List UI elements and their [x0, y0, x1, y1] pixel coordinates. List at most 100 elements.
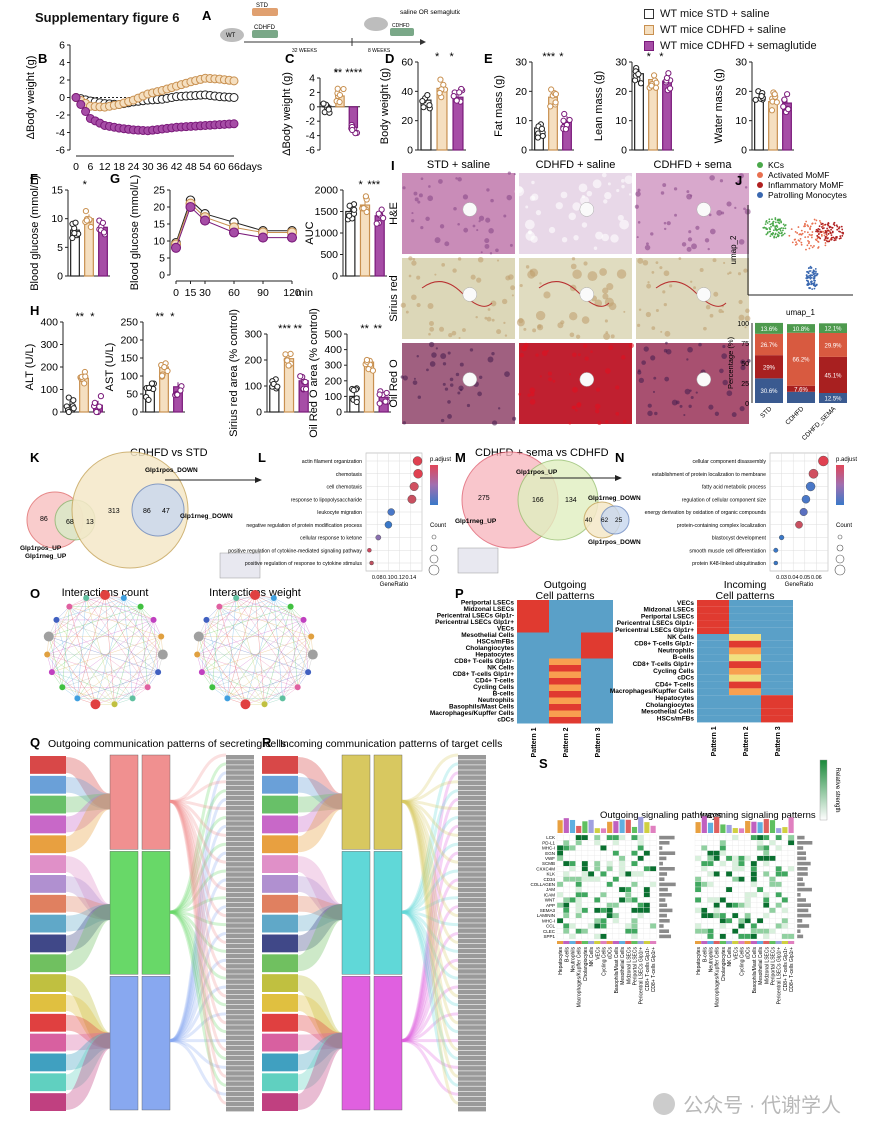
histology-texture: [688, 230, 692, 234]
umap-cell: [840, 225, 843, 228]
legend-label: Patrolling Monocytes: [768, 190, 847, 200]
heatmap-cell: [769, 871, 776, 877]
heatmap-cell: [556, 928, 564, 934]
heatmap-col-label: CD8+ T-cells Glp1r+: [789, 947, 795, 992]
heatmap-cell: [581, 619, 613, 626]
column-color-tag: [600, 941, 607, 944]
data-point: [552, 99, 559, 106]
heatmap-cell: [549, 710, 581, 717]
heatmap-cell: [587, 907, 595, 914]
heatmap-cell: [549, 678, 581, 685]
heatmap-cell: [625, 871, 632, 877]
network-edge: [273, 597, 283, 699]
heatmap-cell: [729, 620, 761, 628]
heatmap-cell: [643, 845, 651, 851]
histology-texture: [478, 375, 483, 379]
histology-texture: [713, 291, 719, 297]
data-point: [284, 357, 291, 364]
network-edge: [198, 636, 309, 673]
bar: [754, 98, 764, 151]
river-flow: [297, 1014, 343, 1049]
collagen-fiber: [538, 281, 610, 307]
umap-cell: [835, 236, 838, 239]
histology-texture: [663, 270, 670, 277]
umap-cell: [811, 274, 814, 277]
heatmap-cell: [719, 923, 727, 929]
heatmap-cell: [719, 886, 727, 893]
histology-texture: [568, 373, 572, 376]
marginal-bar: [797, 924, 810, 928]
heatmap-cell: [763, 907, 770, 914]
histology-texture: [655, 261, 659, 265]
heatmap-cell: [775, 866, 782, 872]
histology-texture: [622, 419, 627, 424]
river-ligand-node: [458, 943, 486, 949]
heatmap-cell: [725, 907, 733, 914]
heatmap-cell: [631, 933, 638, 940]
data-point: [561, 110, 568, 118]
marginal-bar: [659, 877, 665, 881]
heatmap-cell: [606, 907, 613, 914]
river-flow: [169, 910, 227, 1087]
heatmap-row-label: Midzonal LSECs: [463, 606, 514, 613]
network-edge: [212, 654, 313, 688]
river-flow: [401, 799, 459, 891]
umap-cell: [806, 244, 809, 247]
heatmap-cell: [701, 902, 708, 908]
heatmap-cell: [725, 902, 733, 908]
network-node: [294, 684, 301, 691]
river-flow: [297, 1032, 343, 1051]
heatmap-cell: [643, 850, 651, 856]
histology-texture: [662, 183, 667, 188]
river-flow: [401, 932, 459, 1043]
y-tick-label: 0: [332, 271, 338, 283]
river-flow: [401, 958, 459, 1043]
river-source-node: [30, 954, 66, 973]
heatmap-cell: [600, 902, 607, 908]
histology-texture: [571, 405, 575, 410]
heatmap-cell: [744, 881, 751, 888]
heatmap-cell: [694, 850, 702, 856]
heatmap-cell: [625, 912, 632, 919]
panel-letter-k: K: [30, 450, 40, 465]
heatmap-cell: [556, 892, 564, 898]
heatmap-cell: [618, 933, 626, 940]
heatmap-cell: [556, 860, 564, 867]
umap-cell: [796, 232, 799, 234]
umap-cell: [807, 236, 809, 238]
data-point: [426, 102, 433, 109]
data-point: [65, 408, 72, 416]
heatmap-cell: [763, 923, 770, 929]
heatmap-cell: [697, 695, 729, 702]
go-term-label: smooth muscle cell differentiation: [689, 548, 766, 554]
umap-cell: [833, 239, 836, 242]
panel-letter-n: N: [615, 450, 624, 465]
heatmap-cell: [618, 860, 626, 867]
heatmap-cell: [781, 933, 789, 940]
umap-cell: [800, 229, 803, 232]
histology-image: [402, 258, 515, 339]
network-edge: [153, 619, 159, 673]
umap-cell: [819, 230, 822, 233]
umap-cell: [778, 222, 781, 225]
heatmap-cell: [775, 850, 782, 856]
heatmap-cell: [732, 840, 739, 846]
river-flow: [169, 910, 227, 980]
histology-texture: [552, 379, 556, 383]
svg-text:CDHFD: CDHFD: [392, 23, 410, 29]
heatmap-cell: [594, 933, 601, 940]
series-point: [286, 232, 298, 243]
heatmap-cell: [756, 897, 764, 903]
heatmap-cell: [563, 855, 570, 862]
heatmap-cell: [556, 886, 564, 893]
umap-cell: [772, 224, 775, 227]
heatmap-cell: [581, 678, 613, 685]
heatmap-cell: [606, 928, 613, 934]
network-edge: [153, 619, 162, 637]
histology-image: [636, 173, 749, 254]
heatmap-cell: [756, 834, 764, 841]
histology-texture: [519, 353, 524, 358]
histology-texture: [688, 404, 692, 408]
river-ligand-node: [458, 1025, 486, 1030]
